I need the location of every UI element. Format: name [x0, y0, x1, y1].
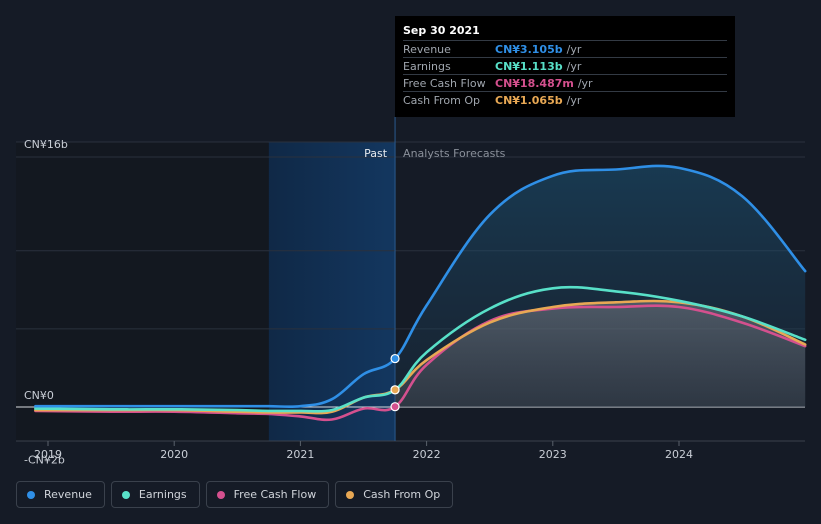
hover-tooltip: Sep 30 2021 Revenue CN¥3.105b /yr Earnin…	[395, 16, 735, 117]
x-tick-label: 2019	[34, 448, 62, 461]
marker-free-cash-flow	[390, 402, 400, 412]
marker-revenue	[390, 353, 400, 364]
legend-item-earnings[interactable]: Earnings	[110, 481, 200, 508]
legend-item-free-cash-flow[interactable]: Free Cash Flow	[205, 481, 330, 508]
tooltip-label: Free Cash Flow	[403, 76, 486, 90]
legend-dot-icon	[27, 490, 35, 499]
x-tick-label: 2024	[665, 448, 693, 461]
tooltip-value: CN¥18.487m	[495, 76, 574, 90]
series-line-earnings	[34, 285, 807, 413]
x-tick-label: 2022	[413, 448, 441, 461]
tooltip-row-earnings: Earnings CN¥1.113b /yr	[403, 57, 727, 74]
tooltip-row-free-cash-flow: Free Cash Flow CN¥18.487m /yr	[403, 74, 727, 91]
tooltip-label: Revenue	[403, 42, 451, 56]
legend-item-cash-from-op[interactable]: Cash From Op	[335, 481, 454, 508]
legend-label: Free Cash Flow	[233, 488, 317, 501]
legend-label: Cash From Op	[363, 488, 441, 501]
x-tick-label: 2023	[539, 448, 567, 461]
tooltip-label: Cash From Op	[403, 93, 481, 107]
tooltip-unit: /yr	[566, 42, 582, 56]
past-highlight-band	[268, 142, 396, 441]
series-line-free-cash-flow	[34, 304, 807, 422]
legend-dot-icon	[346, 490, 355, 499]
tooltip-label: Earnings	[403, 59, 451, 73]
x-tick-label: 2020	[160, 448, 188, 461]
legend-item-revenue[interactable]: Revenue	[16, 481, 105, 508]
x-tick-label: 2021	[286, 448, 314, 461]
legend-label: Earnings	[138, 488, 187, 501]
tooltip-unit: /yr	[566, 93, 582, 107]
y-tick-label: CN¥0	[24, 389, 54, 402]
chart-legend: Revenue Earnings Free Cash Flow Cash Fro…	[16, 481, 454, 508]
cash-forecast-area	[395, 300, 806, 407]
past-region	[16, 142, 269, 441]
forecast-label: Analysts Forecasts	[403, 147, 506, 160]
legend-dot-icon	[216, 490, 225, 499]
tooltip-value: CN¥1.113b	[495, 59, 563, 73]
y-tick-label: CN¥16b	[24, 138, 68, 151]
tooltip-unit: /yr	[577, 76, 593, 90]
tooltip-row-cash-from-op: Cash From Op CN¥1.065b /yr	[403, 91, 727, 108]
legend-dot-icon	[121, 490, 130, 499]
tooltip-date: Sep 30 2021	[403, 24, 480, 37]
tooltip-value: CN¥3.105b	[495, 42, 563, 56]
y-tick-label: -CN¥2b	[24, 453, 65, 466]
tooltip-unit: /yr	[566, 59, 582, 73]
tooltip-value: CN¥1.065b	[495, 93, 563, 107]
past-label: Past	[364, 147, 388, 160]
marker-cash-from-op	[390, 385, 400, 395]
legend-label: Revenue	[44, 488, 92, 501]
tooltip-row-revenue: Revenue CN¥3.105b /yr	[403, 40, 727, 57]
